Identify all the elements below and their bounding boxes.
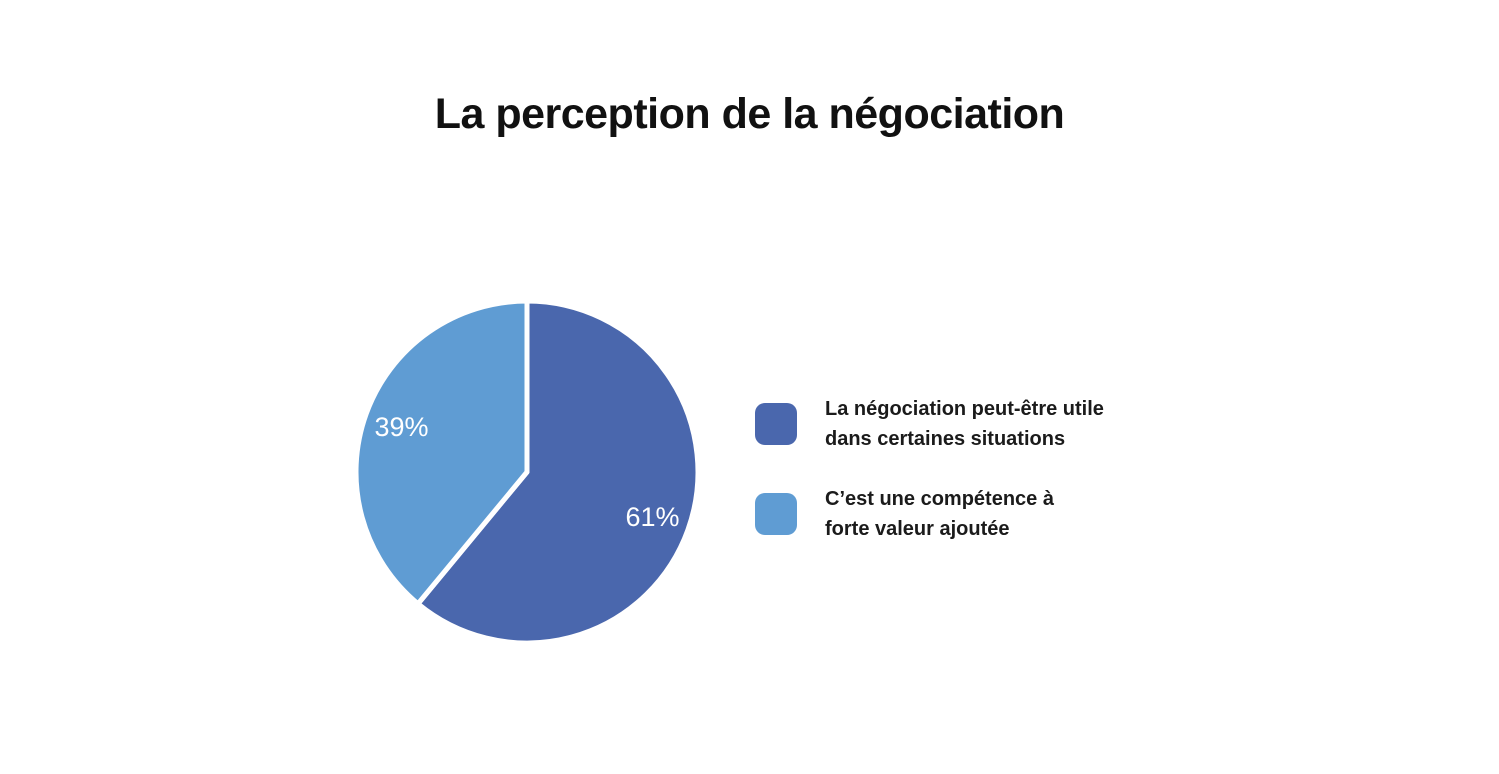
pie-slice bbox=[415, 298, 701, 646]
chart-title: La perception de la négociation bbox=[434, 90, 1065, 138]
legend-label-line: forte valeur ajoutée bbox=[825, 518, 1010, 540]
legend-swatch-dark-blue bbox=[755, 403, 797, 445]
legend-item: La négociation peut-être utile dans cert… bbox=[755, 394, 1104, 454]
legend-label: C’est une compétence à forte valeur ajou… bbox=[825, 484, 1054, 544]
legend-swatch-light-blue bbox=[755, 493, 797, 535]
pie-slice-label: 39% bbox=[374, 412, 428, 442]
legend: La négociation peut-être utile dans cert… bbox=[755, 394, 1104, 544]
legend-label: La négociation peut-être utile dans cert… bbox=[825, 394, 1104, 454]
legend-item: C’est une compétence à forte valeur ajou… bbox=[755, 484, 1104, 544]
pie-slice-label: 61% bbox=[625, 502, 679, 532]
legend-label-line: C’est une compétence à bbox=[825, 488, 1054, 510]
pie-slice bbox=[353, 298, 530, 607]
pie-chart: 61% 39% bbox=[353, 298, 701, 646]
legend-label-line: dans certaines situations bbox=[825, 428, 1066, 450]
legend-label-line: La négociation peut-être utile bbox=[825, 398, 1104, 420]
pie-svg: 61% 39% bbox=[353, 298, 701, 646]
